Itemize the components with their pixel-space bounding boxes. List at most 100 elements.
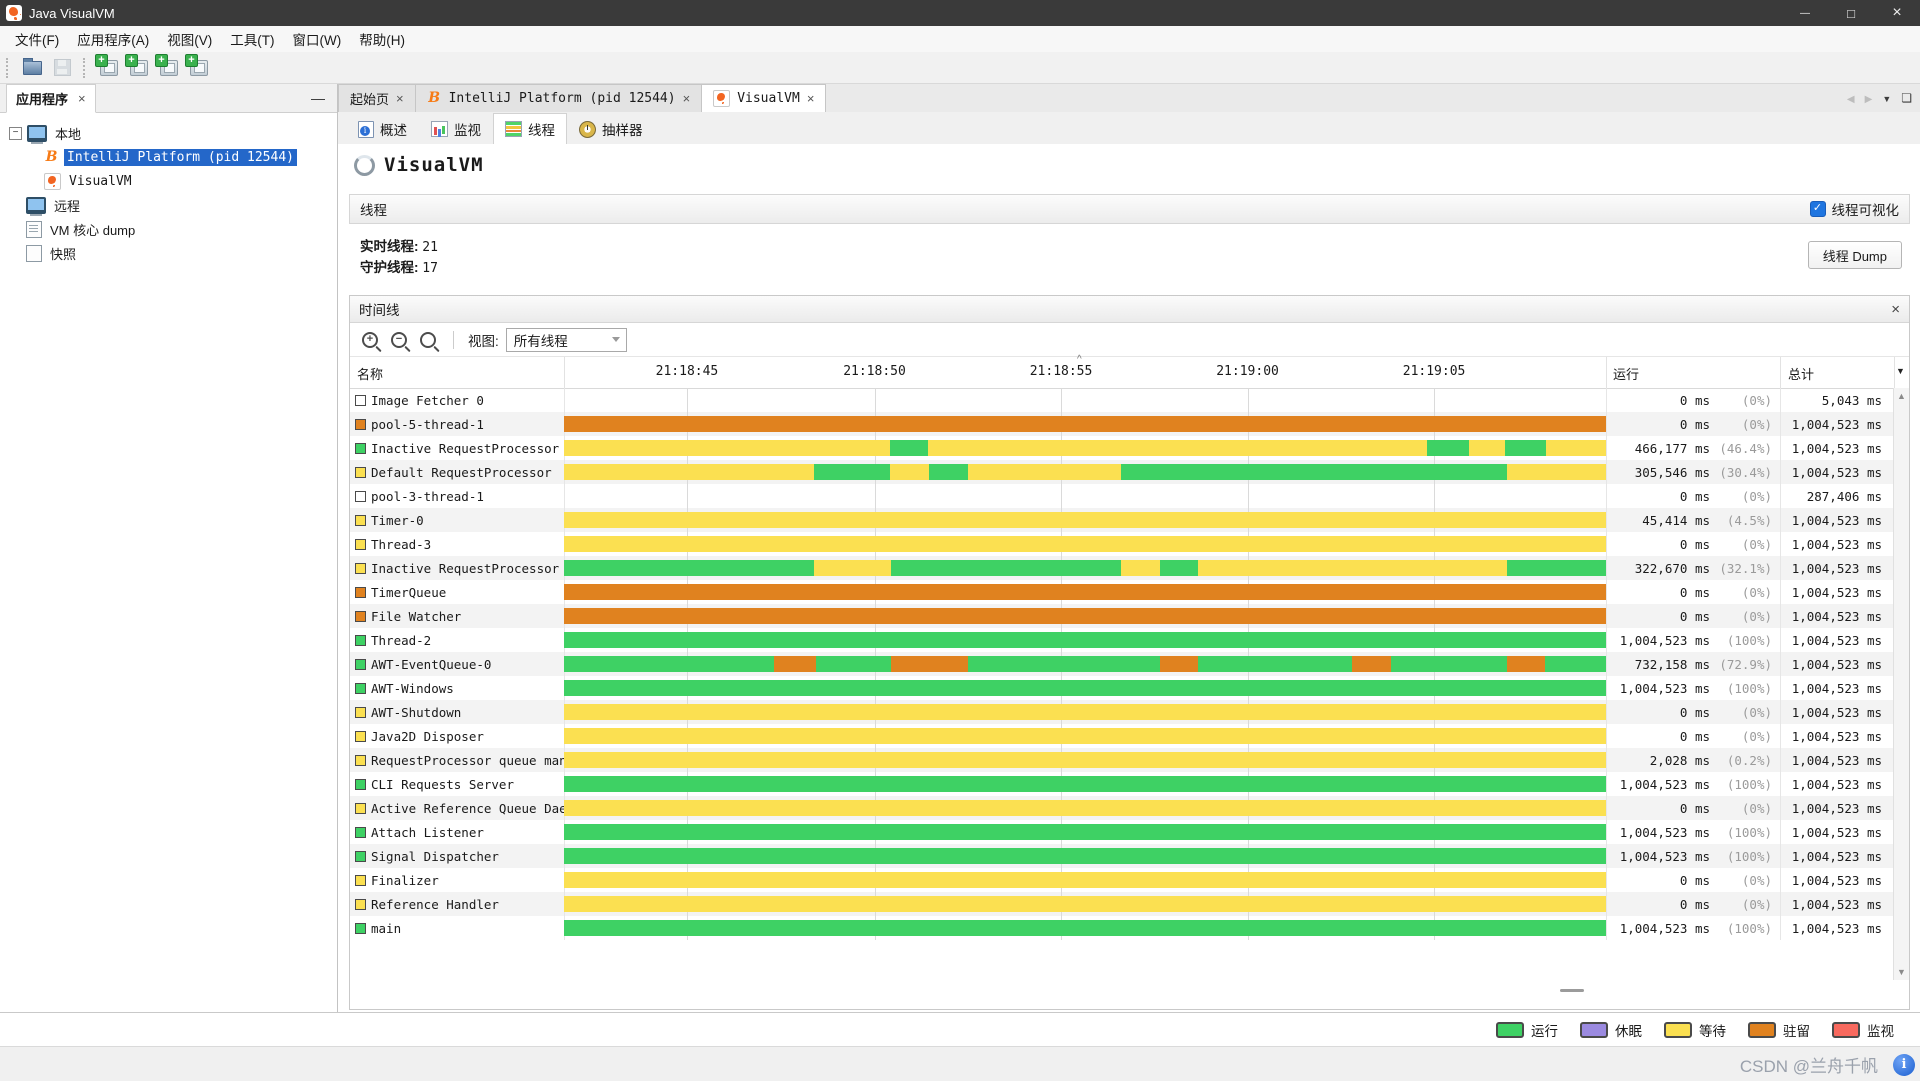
tree-item-远程[interactable]: 远程 [0, 193, 337, 217]
resize-handle[interactable] [1560, 989, 1584, 992]
thread-visualization-toggle[interactable]: 线程可视化 [1809, 199, 1899, 219]
close-icon[interactable] [683, 91, 691, 106]
bar-segment [891, 656, 969, 672]
scroll-down-icon[interactable] [1894, 967, 1909, 977]
tab-visualvm[interactable]: VisualVM [702, 84, 827, 113]
subtab-概述[interactable]: 概述 [346, 113, 419, 145]
menu-item-4[interactable]: 工具(T) [230, 33, 275, 48]
menu-item-3[interactable]: 视图(V) [167, 33, 213, 48]
applications-panel-tab[interactable]: 应用程序 [6, 84, 96, 113]
vertical-scrollbar[interactable] [1893, 388, 1909, 980]
zoom-fit-icon[interactable] [420, 331, 436, 348]
thread-running-cell: 1,004,523 ms (100%) [1606, 820, 1780, 844]
tab-label: 起始页 [350, 92, 390, 107]
thread-row[interactable]: Attach Listener 1,004,523 ms (100%) 1,004,5… [350, 820, 1894, 844]
column-header-name[interactable]: 名称 [357, 367, 384, 382]
thread-row[interactable]: Timer-0 45,414 ms (4.5%) 1,004,523 ms [350, 508, 1894, 532]
tree-item-快照[interactable]: 快照 [0, 241, 337, 265]
thread-visualization-checkbox[interactable] [1809, 201, 1826, 217]
menu-item-2[interactable]: 应用程序(A) [77, 33, 150, 48]
add-jmx-connection-button[interactable] [125, 53, 152, 81]
thread-timeline-bar [564, 632, 1606, 648]
column-selector-icon[interactable] [1896, 366, 1905, 376]
thread-row[interactable]: Java2D Disposer 0 ms (0%) 1,004,523 ms [350, 724, 1894, 748]
thread-running-cell: 2,028 ms (0.2%) [1606, 748, 1780, 772]
minimize-button[interactable] [1782, 0, 1828, 26]
add-snapshot-button[interactable] [185, 53, 212, 81]
add-vm-coredump-button[interactable] [155, 53, 182, 81]
minimize-panel-icon[interactable] [311, 90, 325, 106]
thread-row[interactable]: Default RequestProcessor 305,546 ms (30.4%… [350, 460, 1894, 484]
timeline-close-icon[interactable] [1891, 301, 1900, 318]
thread-running-cell: 0 ms (0%) [1606, 484, 1780, 508]
thread-name-cell: Signal Dispatcher [350, 844, 564, 868]
subtab-线程[interactable]: 线程 [493, 113, 567, 145]
view-dropdown[interactable]: 所有线程 [505, 327, 627, 352]
menu-item-1[interactable]: 文件(F) [15, 33, 60, 48]
tree-item-本地[interactable]: 本地 [0, 121, 337, 145]
thread-row[interactable]: Thread-2 1,004,523 ms (100%) 1,004,523 ms [350, 628, 1894, 652]
save-button [49, 55, 75, 81]
thread-state-icon [355, 514, 366, 526]
thread-row[interactable]: AWT-EventQueue-0 732,158 ms (72.9%) 1,004,5… [350, 652, 1894, 676]
thread-row[interactable]: main 1,004,523 ms (100%) 1,004,523 ms [350, 916, 1894, 940]
thread-row[interactable]: Reference Handler 0 ms (0%) 1,004,523 ms [350, 892, 1894, 916]
thread-name: Thread-2 [371, 632, 432, 648]
maximize-button[interactable] [1828, 0, 1874, 26]
tree-item-intellij-platform-pid-12544[interactable]: IntelliJ Platform (pid 12544) [0, 145, 337, 169]
thread-row[interactable]: RequestProcessor queue manager 2,028 ms (0… [350, 748, 1894, 772]
menu-item-5[interactable]: 窗口(W) [292, 33, 342, 48]
bar-base-segment [564, 776, 1606, 792]
expander-icon[interactable] [9, 126, 22, 140]
scroll-up-icon[interactable] [1894, 391, 1909, 401]
tree-item-visualvm[interactable]: VisualVM [0, 169, 337, 193]
subtab-监视[interactable]: 监视 [419, 113, 493, 145]
thread-name: main [371, 920, 402, 936]
close-icon[interactable] [78, 91, 86, 106]
thread-row[interactable]: AWT-Windows 1,004,523 ms (100%) 1,004,523 m… [350, 676, 1894, 700]
close-button[interactable] [1874, 0, 1920, 26]
tab-scroll-right-icon[interactable] [1865, 89, 1873, 107]
thread-row[interactable]: TimerQueue 0 ms (0%) 1,004,523 ms [350, 580, 1894, 604]
thread-row[interactable]: File Watcher 0 ms (0%) 1,004,523 ms [350, 604, 1894, 628]
maximize-view-icon[interactable] [1901, 89, 1912, 107]
running-percent: (0%) [1741, 488, 1772, 504]
thread-name-cell: Java2D Disposer [350, 724, 564, 748]
zoom-in-icon[interactable] [362, 331, 378, 348]
thread-dump-button[interactable]: 线程 Dump [1807, 241, 1902, 269]
tab-起始页[interactable]: 起始页 [338, 84, 416, 113]
add-application-button[interactable] [95, 53, 122, 81]
thread-row[interactable]: CLI Requests Server 1,004,523 ms (100%) 1,0… [350, 772, 1894, 796]
thread-timeline-bar [564, 680, 1606, 696]
close-icon[interactable] [807, 91, 815, 106]
thread-row[interactable]: Signal Dispatcher 1,004,523 ms (100%) 1,004… [350, 844, 1894, 868]
thread-name-cell: CLI Requests Server [350, 772, 564, 796]
thread-row[interactable]: pool-3-thread-1 0 ms (0%) 287,406 ms [350, 484, 1894, 508]
column-header-running[interactable]: 运行 [1613, 367, 1640, 382]
thread-name-cell: pool-5-thread-1 [350, 412, 564, 436]
close-icon[interactable] [396, 91, 404, 106]
column-header-total[interactable]: 总计 [1788, 367, 1815, 382]
thread-row[interactable]: Image Fetcher 0 0 ms (0%) 5,043 ms [350, 388, 1894, 412]
thread-row[interactable]: Thread-3 0 ms (0%) 1,004,523 ms [350, 532, 1894, 556]
zoom-out-icon[interactable] [391, 331, 407, 348]
tab-scroll-left-icon[interactable] [1847, 89, 1855, 107]
menu-item-6[interactable]: 帮助(H) [359, 33, 405, 48]
snapshot-icon [26, 242, 45, 262]
subtab-抽样器[interactable]: 抽样器 [567, 113, 655, 145]
thread-row[interactable]: Finalizer 0 ms (0%) 1,004,523 ms [350, 868, 1894, 892]
total-time: 1,004,523 ms [1791, 920, 1882, 936]
info-icon[interactable] [1893, 1054, 1915, 1076]
tree-item-vm-核心-dump[interactable]: VM 核心 dump [0, 217, 337, 241]
tab-list-dropdown-icon[interactable] [1882, 89, 1891, 107]
thread-row[interactable]: AWT-Shutdown 0 ms (0%) 1,004,523 ms [350, 700, 1894, 724]
thread-state-icon [355, 706, 366, 718]
tab-intellij-platform-pid-12544[interactable]: IntelliJ Platform (pid 12544) [415, 84, 703, 113]
thread-row[interactable]: Inactive RequestProcessor thread 466,177 … [350, 436, 1894, 460]
open-file-button[interactable] [19, 55, 45, 81]
thread-row[interactable]: Inactive RequestProcessor thread 322,670 … [350, 556, 1894, 580]
bar-segment [1351, 656, 1392, 672]
thread-row[interactable]: Active Reference Queue Daemon 0 ms (0%) 1,0… [350, 796, 1894, 820]
thread-stats: 实时线程: 21 守护线程: 17 [360, 237, 438, 279]
thread-row[interactable]: pool-5-thread-1 0 ms (0%) 1,004,523 ms [350, 412, 1894, 436]
